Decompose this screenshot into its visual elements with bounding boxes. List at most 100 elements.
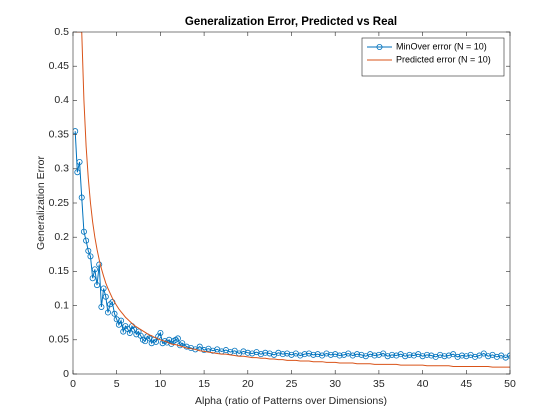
x-tick-label: 10 — [155, 378, 167, 390]
data-point — [327, 351, 334, 358]
data-point — [89, 275, 96, 282]
data-point — [209, 347, 216, 354]
x-tick-label: 15 — [198, 378, 210, 390]
data-point — [275, 349, 282, 356]
y-tick-label: 0.2 — [54, 231, 69, 243]
data-point — [393, 352, 400, 359]
data-point — [428, 352, 435, 359]
data-point — [73, 128, 79, 135]
legend-label: Predicted error (N = 10) — [396, 54, 491, 64]
data-point — [340, 351, 347, 358]
data-point — [310, 351, 317, 358]
data-point — [120, 328, 127, 335]
data-point — [111, 310, 118, 317]
data-point — [91, 266, 98, 273]
data-point — [384, 353, 391, 360]
data-point — [314, 351, 321, 358]
x-tick-label: 35 — [373, 378, 385, 390]
data-point — [244, 349, 251, 356]
data-point — [297, 352, 304, 359]
data-point — [402, 353, 409, 360]
y-tick-label: 0.35 — [49, 128, 70, 140]
data-point — [305, 350, 312, 357]
data-point — [113, 316, 120, 323]
data-point — [336, 352, 343, 359]
data-point — [423, 351, 430, 358]
data-point — [146, 335, 153, 342]
legend-box — [361, 37, 505, 77]
data-point — [83, 237, 90, 244]
data-point — [323, 350, 330, 357]
data-point — [80, 228, 87, 235]
data-point — [480, 350, 487, 357]
data-point — [371, 352, 378, 359]
data-point — [104, 309, 111, 316]
data-point — [262, 349, 269, 356]
data-point — [78, 194, 85, 201]
data-point — [441, 353, 448, 360]
y-tick-label: 0.25 — [49, 197, 70, 209]
data-point — [196, 343, 203, 350]
data-point — [410, 352, 417, 359]
data-point — [142, 338, 149, 345]
legend-marker — [376, 44, 383, 51]
data-point — [332, 351, 339, 358]
plot-content — [73, 32, 510, 368]
series-line — [75, 32, 510, 368]
y-tick-label: 0.3 — [54, 163, 69, 175]
y-tick-label: 0.45 — [49, 60, 70, 72]
data-point — [301, 351, 308, 358]
data-point — [445, 352, 452, 359]
x-tick-label: 50 — [504, 378, 516, 390]
x-tick-label: 25 — [286, 378, 298, 390]
x-tick-label: 30 — [329, 378, 341, 390]
data-point — [266, 350, 273, 357]
data-point — [94, 282, 101, 289]
data-point — [201, 347, 208, 354]
data-point — [375, 351, 382, 358]
data-point — [174, 335, 181, 342]
data-point — [87, 253, 94, 260]
data-point — [458, 352, 465, 359]
data-point — [240, 348, 247, 355]
data-point — [74, 169, 81, 176]
x-tick-label: 20 — [242, 378, 254, 390]
data-point — [96, 261, 103, 268]
y-tick-label: 0.05 — [49, 334, 70, 346]
x-tick-label: 0 — [70, 378, 76, 390]
y-axis-label: Generalization Error — [35, 156, 47, 250]
data-point — [472, 353, 479, 360]
data-point — [231, 347, 238, 354]
y-tick-label: 0.4 — [54, 94, 69, 106]
legend-label: MinOver error (N = 10) — [396, 41, 487, 51]
data-point — [367, 351, 374, 358]
data-point — [102, 293, 109, 300]
x-axis-label: Alpha (ratio of Patterns over Dimensions… — [195, 395, 387, 407]
data-point — [406, 351, 413, 358]
data-point — [349, 352, 356, 359]
y-tick-label: 0 — [63, 368, 69, 380]
data-point — [85, 247, 92, 254]
data-point — [183, 343, 190, 350]
data-point — [354, 351, 361, 358]
data-point — [118, 317, 125, 324]
data-point — [98, 303, 105, 310]
data-point — [450, 351, 457, 358]
data-point — [380, 350, 387, 357]
data-point — [100, 285, 107, 292]
data-point — [437, 351, 444, 358]
data-point — [419, 353, 426, 360]
data-point — [389, 351, 396, 358]
x-tick-label: 5 — [114, 378, 120, 390]
data-point — [493, 353, 500, 360]
data-point — [485, 353, 492, 360]
data-point — [257, 351, 264, 358]
data-point — [179, 340, 186, 347]
data-point — [463, 353, 470, 360]
series-line — [74, 131, 510, 359]
data-point — [153, 338, 160, 345]
x-tick-label: 40 — [417, 378, 429, 390]
data-point — [126, 329, 133, 336]
data-point — [454, 353, 461, 360]
y-tick-label: 0.15 — [49, 265, 70, 277]
